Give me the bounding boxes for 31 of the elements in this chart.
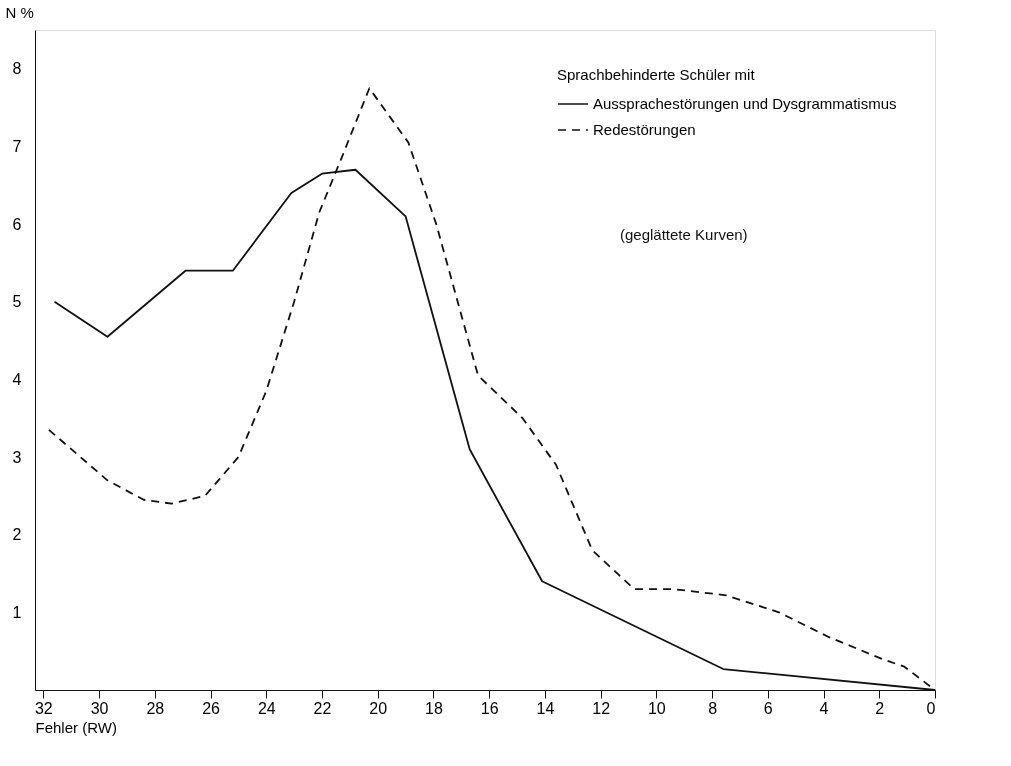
y-tick-label: 1 — [12, 603, 22, 621]
legend-label: Aussprachestörungen und Dysgrammatismus — [593, 95, 897, 112]
legend-title: Sprachbehinderte Schüler mit — [557, 66, 756, 83]
annotation: (geglättete Kurven) — [620, 226, 748, 243]
y-tick-label: 7 — [12, 137, 22, 155]
x-tick-label: 18 — [425, 699, 443, 717]
y-tick-label: 4 — [12, 370, 22, 388]
y-tick-label: 8 — [12, 60, 22, 78]
y-tick-label: 5 — [12, 293, 22, 311]
x-axis-title: Fehler (RW) — [35, 718, 117, 736]
x-tick-label: 26 — [202, 699, 221, 717]
y-axis-title: N % — [5, 3, 34, 21]
x-tick-label: 16 — [480, 699, 499, 717]
x-tick-label: 0 — [926, 699, 936, 717]
x-tick-label: 8 — [708, 699, 718, 717]
y-tick-label: 3 — [12, 448, 22, 466]
x-tick-label: 32 — [34, 699, 53, 717]
x-tick-label: 30 — [90, 699, 109, 717]
x-tick-label: 2 — [875, 699, 885, 717]
x-tick-label: 4 — [819, 699, 829, 717]
y-tick-label: 6 — [12, 215, 22, 233]
x-tick-label: 6 — [763, 699, 773, 717]
x-tick-label: 22 — [313, 699, 332, 717]
x-tick-label: 24 — [257, 699, 276, 717]
x-tick-label: 12 — [592, 699, 611, 717]
x-tick-label: 28 — [146, 699, 165, 717]
legend-label: Redestörungen — [593, 121, 696, 138]
x-tick-label: 14 — [536, 699, 555, 717]
x-tick-label: 20 — [369, 699, 388, 717]
y-tick-label: 2 — [12, 526, 22, 544]
x-tick-label: 10 — [647, 699, 666, 717]
